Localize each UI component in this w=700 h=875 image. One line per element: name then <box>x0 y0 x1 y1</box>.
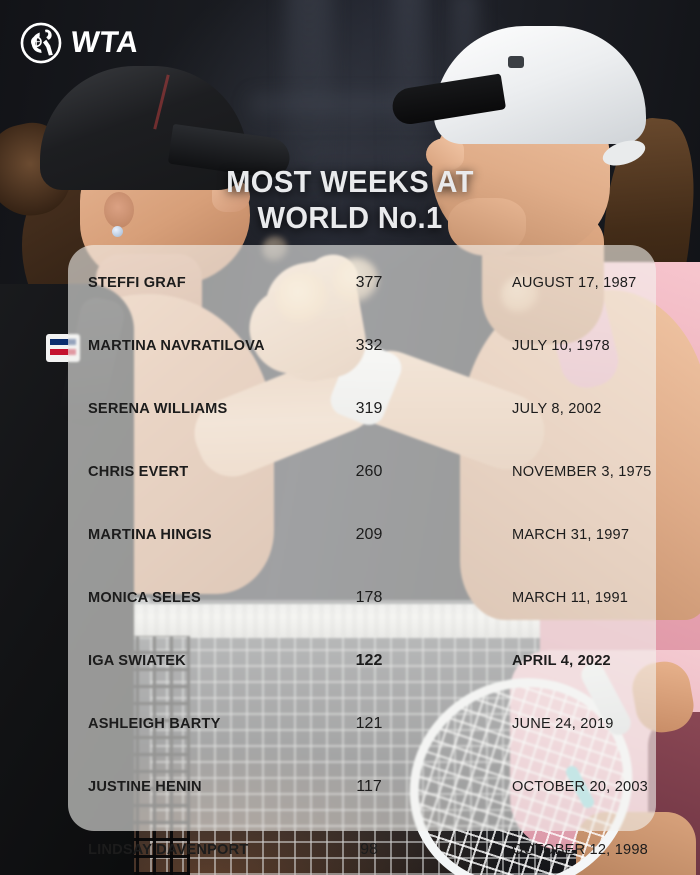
table-row: IGA SWIATEK 122 APRIL 4, 2022 <box>68 629 656 692</box>
weeks-count: 209 <box>355 525 383 543</box>
player-name: STEFFI GRAF <box>88 274 186 291</box>
wta-tennis-player-logo-icon <box>20 22 62 64</box>
date-reached: MARCH 11, 1991 <box>512 589 629 606</box>
weeks-count: 122 <box>355 651 383 669</box>
player-name: CHRIS EVERT <box>88 463 189 480</box>
table-row: MARTINA NAVRATILOVA 332 JULY 10, 1978 <box>68 314 656 377</box>
table-row: MONICA SELES 178 MARCH 11, 1991 <box>68 566 656 629</box>
table-row: ASHLEIGH BARTY 121 JUNE 24, 2019 <box>68 692 656 755</box>
date-reached: APRIL 4, 2022 <box>512 652 611 669</box>
player-name: IGA SWIATEK <box>88 652 186 669</box>
date-reached: JULY 10, 1978 <box>512 337 610 354</box>
player-right-cap-logo <box>508 56 524 68</box>
weeks-count: 121 <box>355 714 383 732</box>
table-row: SERENA WILLIAMS 319 JULY 8, 2002 <box>68 377 656 440</box>
player-left-earring <box>112 226 123 237</box>
weeks-count: 332 <box>355 336 383 354</box>
wta-wordmark: WTA <box>69 26 141 59</box>
player-left-ear <box>104 192 134 228</box>
table-row: JUSTINE HENIN 117 OCTOBER 20, 2003 <box>68 755 656 818</box>
table-row: MARTINA HINGIS 209 MARCH 31, 1997 <box>68 503 656 566</box>
weeks-count: 260 <box>355 462 383 480</box>
date-reached: AUGUST 17, 1987 <box>512 274 637 291</box>
title-line-1: MOST WEEKS AT <box>226 164 474 199</box>
date-reached: JULY 8, 2002 <box>512 400 602 417</box>
date-reached: NOVEMBER 3, 1975 <box>512 463 652 480</box>
title-line-2: WORLD No.1 <box>257 199 443 235</box>
date-reached: JUNE 24, 2019 <box>512 715 614 732</box>
weeks-count: 319 <box>355 399 383 417</box>
rankings-table: STEFFI GRAF 377 AUGUST 17, 1987 MARTINA NAV… <box>68 245 656 858</box>
date-reached: OCTOBER 12, 1998 <box>512 841 648 858</box>
weeks-count: 377 <box>355 273 383 291</box>
weeks-count: 117 <box>356 777 382 795</box>
table-row: CHRIS EVERT 260 NOVEMBER 3, 1975 <box>68 440 656 503</box>
weeks-count: 98 <box>360 840 378 858</box>
player-name: LINDSAY DAVENPORT <box>88 841 249 858</box>
player-name: MONICA SELES <box>88 589 201 606</box>
table-row: LINDSAY DAVENPORT 98 OCTOBER 12, 1998 <box>68 818 656 875</box>
player-name: JUSTINE HENIN <box>88 778 202 795</box>
player-name: MARTINA NAVRATILOVA <box>88 337 265 354</box>
table-row: STEFFI GRAF 377 AUGUST 17, 1987 <box>68 251 656 314</box>
backdrop-blur-bar <box>286 0 332 210</box>
date-reached: OCTOBER 20, 2003 <box>512 778 648 795</box>
stats-panel <box>68 245 656 831</box>
date-reached: MARCH 31, 1997 <box>512 526 630 543</box>
player-name: MARTINA HINGIS <box>88 526 212 543</box>
player-name: SERENA WILLIAMS <box>88 400 228 417</box>
wta-logo[interactable]: WTA <box>20 22 141 64</box>
page-title: MOST WEEKS AT WORLD No.1 <box>21 164 679 236</box>
weeks-count: 178 <box>355 588 383 606</box>
player-name: ASHLEIGH BARTY <box>88 715 221 732</box>
